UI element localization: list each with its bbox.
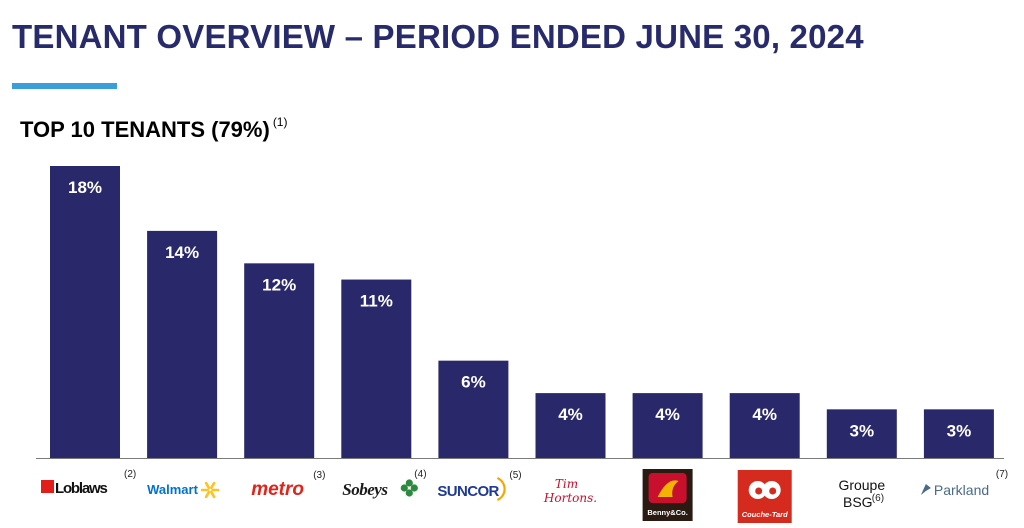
bar-8 [826,409,897,458]
tim-hortons-wordmark-line1: Tim [555,477,578,491]
bar-5 [535,393,606,458]
suncor-logo: SUNCOR [437,476,506,502]
bar-label-2: 12% [262,275,296,294]
chart-title-text: TOP 10 TENANTS (79%) [20,117,270,142]
bar-2 [244,263,315,458]
couche-tard-logo: Couche-Tard [737,470,792,523]
groupe-bsg-line2: BSG [843,494,873,510]
bar-label-8: 3% [850,421,875,440]
bar-label-3: 11% [360,292,393,311]
bar-4 [438,360,509,458]
benny-rooster-icon [657,480,679,497]
bar-label-0: 18% [68,178,102,197]
groupe-bsg-line1: Groupe [838,477,885,493]
footnote-3: (4) [414,469,426,480]
couche-tard-owl-icon [748,481,781,499]
bars-group: 18% 14% 12% 11% 6% 4% 4% 4% 3% 3% [50,166,994,458]
bar-label-1: 14% [165,243,199,262]
walmart-spark-ray [204,490,211,499]
bar-label-9: 3% [947,421,972,440]
benny-wordmark: Benny&Co. [647,508,687,517]
footnote-2: (3) [313,470,325,481]
walmart-spark-ray [210,490,216,499]
parkland-wordmark: Parkland [934,482,989,498]
metro-wordmark: metro [251,479,304,500]
suncor-wordmark: SUNCOR [437,483,499,500]
tenant-logos: Loblaws (2) Walmart metro (3) Sobeys (4) SUNCOR… [41,469,1008,523]
footnote-9: (7) [996,469,1008,480]
sobeys-leaf-icon [400,479,418,497]
chart-title-footnote: (1) [272,115,288,129]
chart-title: TOP 10 TENANTS (79%) (1) [20,115,288,143]
loblaws-mark [41,480,54,493]
bar-label-5: 4% [558,405,583,424]
suncor-sun-icon [496,476,506,502]
bar-label-6: 4% [655,405,680,424]
walmart-spark-icon [200,481,220,499]
sobeys-leaf-lobe [400,484,408,492]
bar-label-4: 6% [461,373,486,392]
walmart-spark-ray [210,481,216,490]
tim-hortons-wordmark-line2: Hortons. [543,491,597,505]
page-title: TENANT OVERVIEW – PERIOD ENDED JUNE 30, … [12,18,864,55]
footnote-4: (5) [509,470,521,481]
metro-logo-icon: metro [251,479,304,500]
sobeys-leaf-lobe [410,484,418,492]
bar-0 [50,166,120,458]
couche-tard-wordmark: Couche-Tard [742,510,788,519]
sobeys-leaf-lobe [405,489,413,497]
sobeys-wordmark: Sobeys [342,480,388,499]
footnote-0: (2) [124,469,136,480]
bar-9 [923,409,994,458]
parkland-flag-icon [920,484,931,495]
walmart-wordmark: Walmart [147,482,198,497]
couche-tard-badge [737,470,792,523]
loblaws-logo-icon: Loblaws [41,480,109,497]
loblaws-wordmark: Loblaws [55,480,107,497]
bar-6 [632,393,703,458]
bar-7 [729,393,800,458]
bar-1 [147,230,218,458]
owl-pupil-left [755,487,763,495]
benny-logo: Benny&Co. [642,469,693,521]
owl-pupil-right [769,487,777,495]
sobeys-leaf-lobe [405,479,413,487]
walmart-logo: Walmart [147,481,220,499]
walmart-spark-ray [204,481,211,490]
sobeys-logo: Sobeys [342,479,418,499]
bar-label-7: 4% [752,405,777,424]
footnote-8: (6) [872,493,884,504]
title-rule [12,83,117,89]
bar-3 [341,279,412,458]
parkland-logo: Parkland [920,482,989,498]
